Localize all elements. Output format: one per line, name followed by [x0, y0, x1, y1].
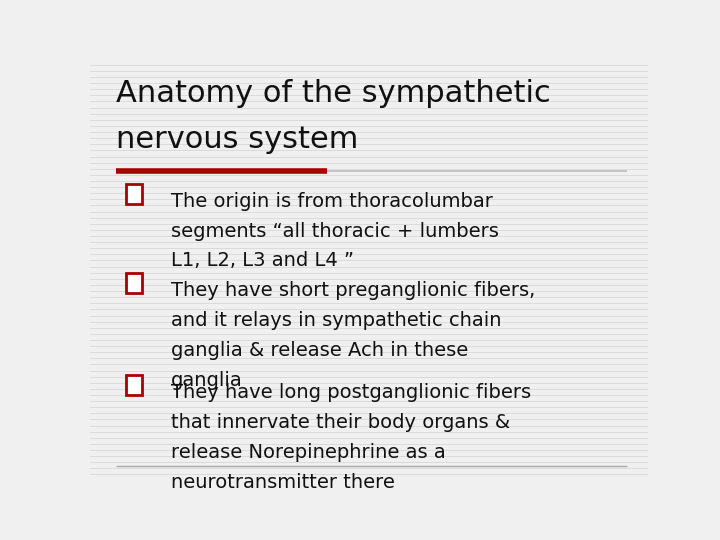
Text: They have long postganglionic fibers: They have long postganglionic fibers [171, 383, 531, 402]
Text: The origin is from thoracolumbar: The origin is from thoracolumbar [171, 192, 492, 211]
FancyBboxPatch shape [126, 184, 142, 204]
Text: and it relays in sympathetic chain: and it relays in sympathetic chain [171, 311, 501, 330]
Text: ganglia & release Ach in these: ganglia & release Ach in these [171, 341, 468, 360]
Text: They have short preganglionic fibers,: They have short preganglionic fibers, [171, 281, 535, 300]
Text: release Norepinephrine as a: release Norepinephrine as a [171, 443, 446, 462]
Text: neurotransmitter there: neurotransmitter there [171, 472, 395, 492]
Text: that innervate their body organs &: that innervate their body organs & [171, 413, 510, 432]
Text: nervous system: nervous system [116, 125, 359, 154]
Text: segments “all thoracic + lumbers: segments “all thoracic + lumbers [171, 221, 499, 240]
Text: L1, L2, L3 and L4 ”: L1, L2, L3 and L4 ” [171, 252, 354, 271]
Text: Anatomy of the sympathetic: Anatomy of the sympathetic [116, 79, 551, 109]
FancyBboxPatch shape [126, 375, 142, 395]
FancyBboxPatch shape [126, 273, 142, 293]
Text: ganglia: ganglia [171, 371, 243, 390]
